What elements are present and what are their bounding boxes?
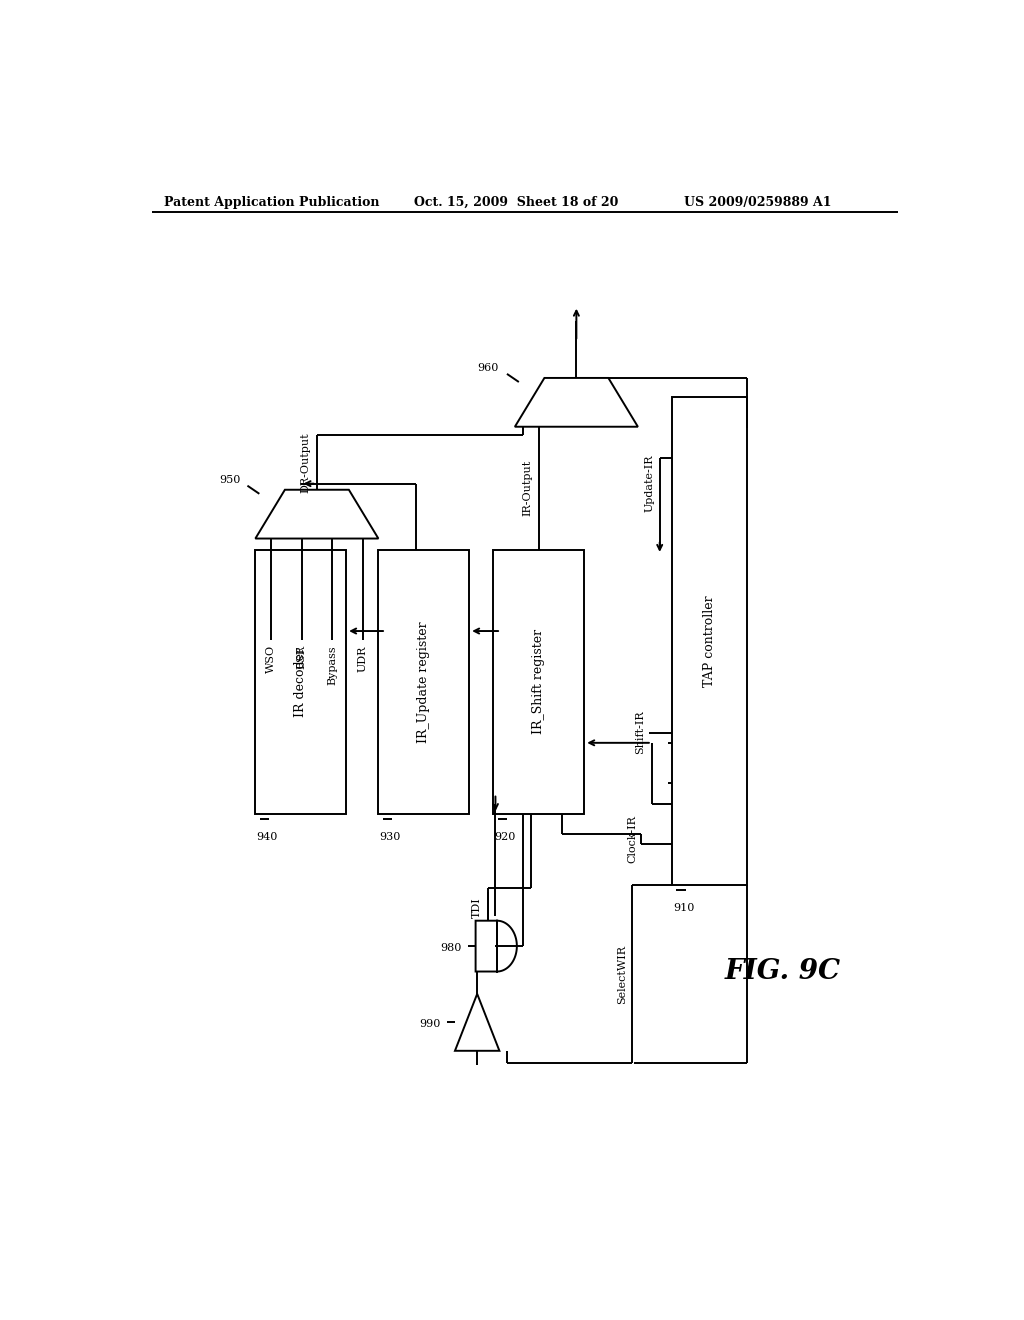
Text: 940: 940 <box>257 833 278 842</box>
Text: 960: 960 <box>477 363 498 372</box>
Text: Patent Application Publication: Patent Application Publication <box>164 195 379 209</box>
Bar <box>255 549 346 814</box>
Text: Update-IR: Update-IR <box>644 455 654 512</box>
Text: Oct. 15, 2009  Sheet 18 of 20: Oct. 15, 2009 Sheet 18 of 20 <box>414 195 618 209</box>
Text: Bypass: Bypass <box>328 645 337 685</box>
Bar <box>494 549 585 814</box>
Text: 990: 990 <box>419 1019 440 1030</box>
Text: IR_Shift register: IR_Shift register <box>532 630 545 734</box>
Text: Shift-IR: Shift-IR <box>635 711 645 755</box>
Text: IR decoder: IR decoder <box>294 647 307 717</box>
Text: 910: 910 <box>673 903 694 913</box>
Text: DR-Output: DR-Output <box>301 432 310 492</box>
Text: SelectWIR: SelectWIR <box>617 945 628 1003</box>
Polygon shape <box>515 378 638 426</box>
Polygon shape <box>255 490 379 539</box>
Bar <box>672 397 748 886</box>
Polygon shape <box>455 994 500 1051</box>
Text: IR-Output: IR-Output <box>522 461 532 516</box>
Text: 980: 980 <box>440 944 461 953</box>
Text: Clock-IR: Clock-IR <box>627 816 637 863</box>
Text: UDR: UDR <box>358 645 368 672</box>
Text: IR_Update register: IR_Update register <box>417 620 430 743</box>
Text: BSR: BSR <box>297 645 306 669</box>
Text: 950: 950 <box>220 475 241 484</box>
Text: WSO: WSO <box>266 645 275 673</box>
Bar <box>378 549 469 814</box>
Text: 930: 930 <box>380 833 401 842</box>
Text: FIG. 9C: FIG. 9C <box>725 958 841 985</box>
Text: TDI: TDI <box>472 898 482 917</box>
Text: US 2009/0259889 A1: US 2009/0259889 A1 <box>684 195 831 209</box>
Polygon shape <box>475 921 517 972</box>
Text: 920: 920 <box>495 833 516 842</box>
Text: TAP controller: TAP controller <box>702 595 716 686</box>
